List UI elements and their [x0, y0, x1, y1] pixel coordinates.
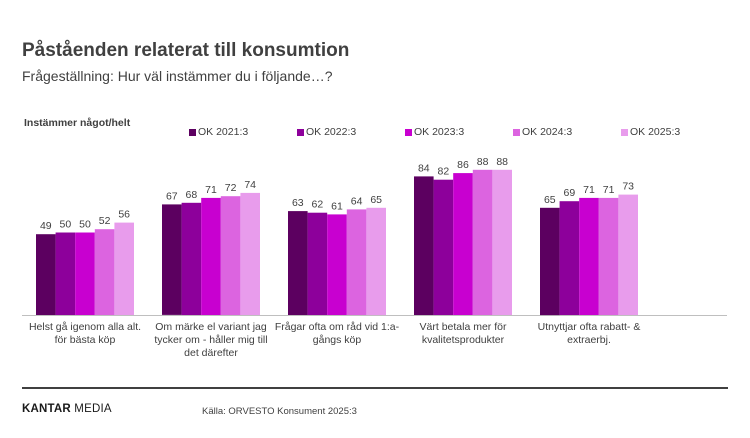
brand-logo-bold: KANTAR	[22, 403, 71, 415]
bar	[201, 197, 221, 315]
footer-divider	[22, 387, 728, 389]
bar	[114, 222, 134, 315]
source-note: Källa: ORVESTO Konsument 2025:3	[202, 406, 357, 417]
data-label: 49	[40, 220, 52, 232]
bar	[288, 211, 308, 315]
data-label: 65	[544, 194, 556, 206]
data-label: 50	[60, 219, 72, 231]
category-label: Utnyttjar ofta rabatt- & extraerbj.	[537, 321, 641, 346]
data-label: 84	[418, 162, 430, 174]
data-label: 64	[351, 195, 363, 207]
legend-swatch	[189, 128, 196, 136]
data-label: 74	[244, 179, 256, 191]
data-label: 61	[331, 200, 343, 212]
legend-label: OK 2025:3	[630, 126, 681, 138]
bar	[36, 234, 56, 315]
category-label: Frågar ofta om råd vid 1:a-gångs köp	[274, 321, 400, 346]
bar	[433, 179, 454, 315]
bar	[453, 173, 473, 315]
legend-item: OK 2024:3	[513, 126, 572, 138]
legend-item: OK 2022:3	[297, 126, 356, 138]
data-label: 71	[603, 184, 615, 196]
data-label: 82	[438, 166, 450, 178]
bar	[181, 202, 202, 315]
data-label: 71	[205, 184, 217, 196]
legend-label: OK 2024:3	[522, 126, 573, 138]
data-label: 65	[370, 194, 382, 206]
legend-item: OK 2021:3	[189, 126, 248, 138]
data-label: 62	[312, 199, 324, 211]
bar	[162, 204, 182, 315]
legend-swatch	[297, 128, 304, 136]
data-label: 52	[99, 215, 111, 227]
legend-swatch	[405, 128, 412, 136]
data-label: 88	[477, 156, 489, 168]
chart-subtitle: Frågeställning: Hur väl instämmer du i f…	[22, 68, 333, 84]
bar	[492, 169, 512, 315]
bar	[472, 169, 493, 315]
brand-logo-light: MEDIA	[70, 403, 112, 415]
bar	[75, 232, 95, 315]
bar	[579, 197, 599, 315]
legend-label: OK 2023:3	[414, 126, 465, 138]
chart-title: Påståenden relaterat till konsumtion	[22, 40, 350, 61]
data-label: 71	[583, 184, 595, 196]
bar	[55, 232, 76, 315]
legend-item: OK 2025:3	[621, 126, 680, 138]
data-label: 56	[118, 209, 130, 221]
data-label: 50	[79, 219, 91, 231]
data-label: 63	[292, 197, 304, 209]
legend-swatch	[621, 128, 628, 136]
brand-logo: KANTAR MEDIA	[22, 403, 112, 415]
data-label: 86	[457, 159, 469, 171]
legend-label: OK 2021:3	[198, 126, 249, 138]
category-label: Om märke el variant jag tycker om - håll…	[154, 321, 268, 359]
bar	[366, 207, 386, 316]
category-label: Helst gå igenom alla alt. för bästa köp	[28, 321, 142, 346]
bar	[540, 207, 560, 316]
data-label: 68	[186, 189, 198, 201]
bar	[327, 214, 347, 315]
bar	[220, 196, 241, 315]
bar	[94, 229, 115, 315]
data-label: 69	[564, 187, 576, 199]
data-label: 73	[622, 181, 634, 193]
legend-swatch	[513, 128, 520, 136]
data-label: 88	[496, 156, 508, 168]
bar	[559, 201, 580, 315]
bar	[414, 176, 434, 315]
bar	[598, 197, 619, 315]
bar	[240, 192, 260, 315]
legend-label: OK 2022:3	[306, 126, 357, 138]
category-label: Värt betala mer för kvalitetsprodukter	[419, 321, 507, 346]
data-label: 72	[225, 182, 237, 194]
bar	[346, 209, 367, 315]
y-axis-label: Instämmer något/helt	[24, 117, 131, 129]
bar	[307, 212, 328, 315]
legend-item: OK 2023:3	[405, 126, 464, 138]
legend: OK 2021:3 OK 2022:3 OK 2023:3 OK 2024:3 …	[0, 126, 750, 142]
bar	[618, 194, 638, 315]
data-label: 67	[166, 190, 178, 202]
